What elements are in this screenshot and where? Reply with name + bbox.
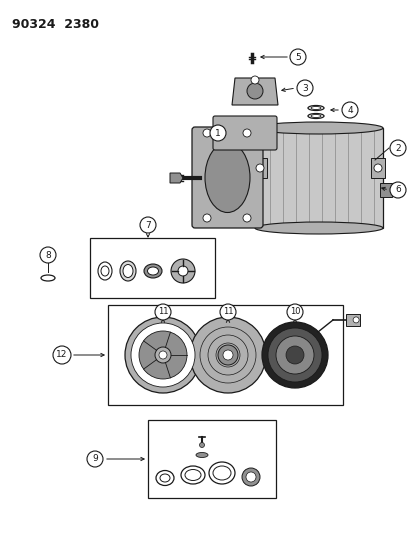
Circle shape: [87, 451, 103, 467]
Ellipse shape: [123, 264, 133, 278]
Circle shape: [352, 317, 358, 323]
Text: 11: 11: [222, 308, 233, 317]
Ellipse shape: [144, 264, 161, 278]
Circle shape: [171, 259, 195, 283]
Bar: [254, 128, 382, 228]
Circle shape: [140, 217, 156, 233]
Circle shape: [245, 472, 255, 482]
Circle shape: [285, 346, 303, 364]
Circle shape: [373, 164, 381, 172]
Circle shape: [296, 80, 312, 96]
Bar: [147, 420, 275, 498]
Text: 1: 1: [215, 128, 221, 138]
Circle shape: [255, 164, 263, 172]
Circle shape: [209, 125, 225, 141]
Circle shape: [202, 129, 211, 137]
Text: 4: 4: [347, 106, 352, 115]
Text: 2: 2: [394, 143, 400, 152]
Text: 5: 5: [294, 52, 300, 61]
Bar: [108, 305, 342, 405]
Text: 8: 8: [45, 251, 51, 260]
Text: 12: 12: [56, 351, 67, 359]
Circle shape: [178, 266, 188, 276]
Circle shape: [275, 336, 313, 374]
Text: 10: 10: [289, 308, 299, 317]
Circle shape: [247, 83, 262, 99]
Circle shape: [190, 317, 266, 393]
Ellipse shape: [254, 122, 382, 134]
Text: 3: 3: [301, 84, 307, 93]
Polygon shape: [170, 173, 183, 183]
Ellipse shape: [254, 222, 382, 234]
Bar: [370, 158, 384, 178]
Circle shape: [250, 76, 259, 84]
Ellipse shape: [98, 262, 112, 280]
Circle shape: [267, 328, 321, 382]
Circle shape: [242, 214, 250, 222]
Circle shape: [154, 304, 171, 320]
Polygon shape: [345, 314, 359, 326]
Circle shape: [159, 351, 166, 359]
Circle shape: [289, 49, 305, 65]
FancyBboxPatch shape: [212, 116, 276, 150]
Circle shape: [242, 129, 250, 137]
Circle shape: [261, 322, 327, 388]
Circle shape: [218, 345, 237, 365]
Circle shape: [202, 214, 211, 222]
Polygon shape: [231, 78, 277, 105]
Circle shape: [219, 304, 235, 320]
Bar: [252, 158, 266, 178]
Text: 90324  2380: 90324 2380: [12, 18, 99, 31]
Circle shape: [131, 323, 195, 387]
Ellipse shape: [120, 261, 136, 281]
Circle shape: [139, 331, 187, 379]
Text: 6: 6: [394, 185, 400, 195]
Ellipse shape: [204, 142, 249, 213]
Circle shape: [389, 140, 405, 156]
Circle shape: [242, 468, 259, 486]
Circle shape: [286, 304, 302, 320]
Circle shape: [341, 102, 357, 118]
Text: 11: 11: [157, 308, 168, 317]
Text: 9: 9: [92, 455, 97, 464]
Ellipse shape: [101, 266, 109, 276]
Bar: [379, 183, 391, 197]
Circle shape: [154, 347, 171, 363]
Circle shape: [40, 247, 56, 263]
Circle shape: [125, 317, 201, 393]
Circle shape: [389, 182, 405, 198]
Ellipse shape: [147, 267, 158, 275]
Text: 7: 7: [145, 221, 150, 230]
Circle shape: [199, 442, 204, 448]
Circle shape: [53, 346, 71, 364]
FancyBboxPatch shape: [192, 127, 262, 228]
Ellipse shape: [195, 453, 207, 457]
Circle shape: [223, 350, 233, 360]
Bar: [90, 238, 214, 298]
